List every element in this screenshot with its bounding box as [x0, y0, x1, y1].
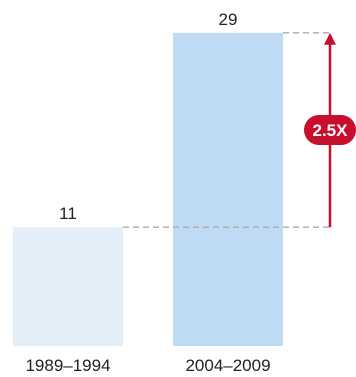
bars-group: [13, 32, 283, 347]
bar-2: [173, 32, 283, 347]
growth-badge: [304, 115, 356, 145]
category-label-1: 1989–1994: [25, 356, 110, 375]
growth-badge-label: 2.5X: [313, 121, 349, 140]
category-labels-group: 1989–1994 2004–2009: [25, 356, 270, 375]
value-label-2: 29: [219, 10, 238, 29]
category-label-2: 2004–2009: [185, 356, 270, 375]
value-labels-group: 11 29: [59, 10, 237, 223]
value-label-1: 11: [59, 204, 77, 223]
growth-arrow-head: [324, 32, 336, 45]
guide-lines-group: [123, 32, 330, 228]
growth-arrow-group: 2.5X: [304, 32, 356, 228]
bar-1: [13, 227, 123, 346]
